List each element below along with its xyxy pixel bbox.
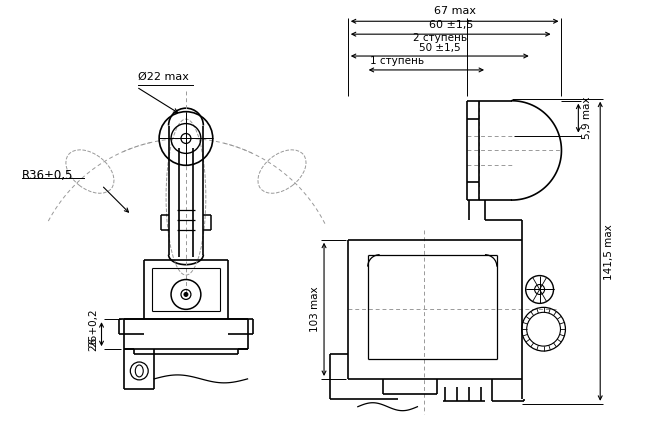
Text: 103 max: 103 max [310, 287, 320, 332]
Circle shape [184, 292, 188, 296]
Text: Ø22 max: Ø22 max [138, 72, 189, 82]
Text: 26 +0,2: 26 +0,2 [88, 309, 99, 351]
Text: 1 ступень: 1 ступень [370, 56, 424, 66]
Text: R36±0,5: R36±0,5 [22, 169, 73, 182]
Text: 60 ±1,5: 60 ±1,5 [428, 20, 473, 30]
Text: 50 ±1,5: 50 ±1,5 [419, 43, 461, 53]
Text: 2 ступень: 2 ступень [413, 33, 467, 43]
Text: 141,5 max: 141,5 max [604, 225, 614, 280]
Text: 26: 26 [88, 333, 99, 347]
Text: 5,9 max: 5,9 max [583, 97, 592, 139]
Text: 67 max: 67 max [434, 6, 476, 16]
